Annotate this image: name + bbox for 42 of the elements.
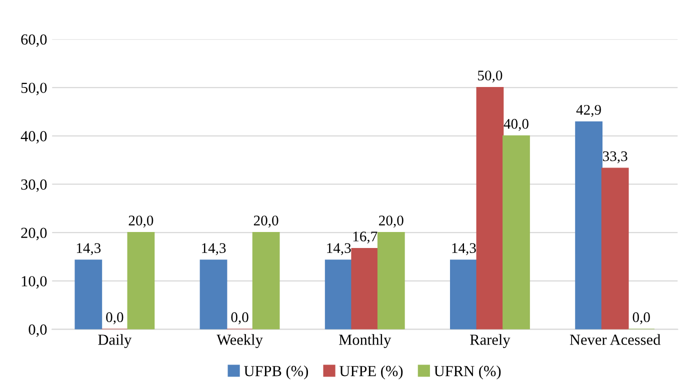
x-tick-label: Never Acessed [570, 334, 660, 345]
data-label: 0,0 [231, 312, 248, 324]
x-tick-label: Monthly [339, 334, 392, 348]
data-label: 33,3 [603, 151, 628, 164]
y-tick-label: 60,0 [21, 34, 47, 47]
bar [252, 232, 280, 330]
data-label: 20,0 [128, 216, 154, 228]
bar [127, 232, 155, 330]
data-label: 50,0 [478, 70, 502, 83]
legend-label: UFPB (%) [244, 365, 308, 380]
bar [351, 248, 379, 330]
legend-label: UFPE (%) [340, 365, 403, 380]
bar [377, 232, 405, 330]
data-label: 42,9 [576, 104, 601, 117]
x-tick-label: Rarely [470, 334, 510, 348]
y-tick-label: 0,0 [28, 324, 47, 337]
data-label: 20,0 [379, 216, 404, 228]
data-label: 0,0 [632, 312, 650, 324]
data-label: 16,7 [353, 232, 378, 244]
legend-label: UFRN (%) [434, 365, 501, 380]
x-tick-label: Daily [98, 334, 132, 348]
data-label: 40,0 [504, 118, 528, 131]
bar [450, 260, 478, 330]
bar [324, 260, 352, 330]
y-tick-label: 50,0 [21, 82, 47, 96]
bar [476, 86, 504, 330]
data-label: 14,3 [76, 243, 101, 256]
y-tick-label: 20,0 [21, 228, 47, 240]
bar [575, 121, 602, 330]
data-label: 20,0 [254, 216, 278, 228]
bar [74, 260, 102, 330]
bar [601, 168, 629, 330]
data-label: 14,3 [452, 243, 476, 256]
x-tick-label: Weekly [216, 334, 263, 348]
bar [200, 260, 228, 330]
y-tick-label: 40,0 [20, 131, 47, 144]
bar [502, 135, 530, 330]
y-tick-label: 10,0 [22, 276, 47, 289]
data-label: 14,3 [202, 243, 226, 256]
data-label: 14,3 [327, 243, 351, 256]
data-label: 0,0 [106, 312, 124, 324]
y-tick-label: 30,0 [21, 179, 47, 192]
